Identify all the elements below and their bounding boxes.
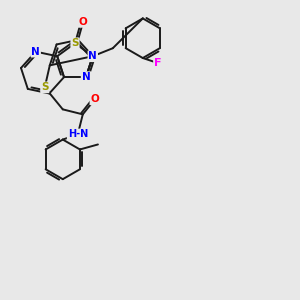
Text: N: N	[88, 51, 97, 61]
Text: F: F	[154, 58, 161, 68]
Text: N: N	[31, 47, 40, 57]
Text: S: S	[71, 38, 79, 48]
Text: H-N: H-N	[68, 129, 88, 140]
Text: S: S	[41, 82, 49, 92]
Text: O: O	[79, 17, 88, 27]
Text: O: O	[90, 94, 99, 104]
Text: N: N	[82, 72, 90, 82]
